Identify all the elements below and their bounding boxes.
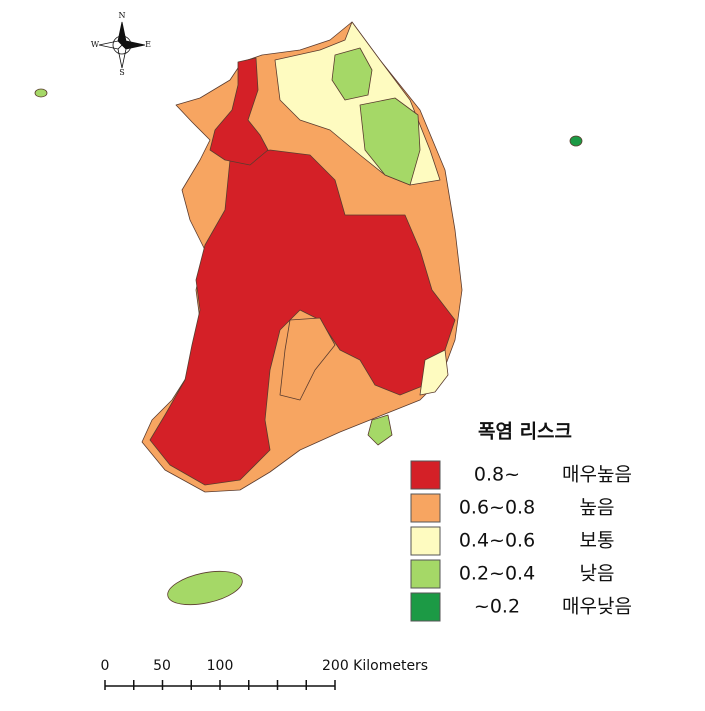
high-risk-region bbox=[149, 149, 456, 486]
compass-south: S bbox=[119, 68, 124, 77]
legend-label: 매우높음 bbox=[562, 464, 632, 486]
scale-label: 0 bbox=[101, 658, 110, 674]
map bbox=[34, 21, 583, 606]
high-risk-region bbox=[209, 57, 269, 166]
legend-range: 0.2~0.4 bbox=[459, 563, 535, 585]
scale-bar bbox=[104, 680, 336, 690]
legend-label: 높음 bbox=[580, 497, 615, 519]
compass-east: E bbox=[145, 40, 151, 49]
low-region bbox=[359, 97, 421, 186]
jeju-island bbox=[167, 570, 243, 606]
legend-swatch bbox=[410, 592, 441, 622]
legend-label: 매우낮음 bbox=[562, 596, 632, 618]
compass: N S E W bbox=[91, 11, 151, 77]
compass-west: W bbox=[91, 40, 100, 49]
legend-label: 낮음 bbox=[580, 563, 615, 585]
legend-title: 폭염 리스크 bbox=[478, 421, 572, 443]
scale-label: 50 bbox=[153, 658, 171, 674]
moderate-high-region bbox=[279, 317, 336, 401]
legend-swatch bbox=[410, 460, 441, 490]
legend-range: ~0.2 bbox=[474, 596, 520, 618]
islet bbox=[34, 88, 48, 98]
scale-label: 200 Kilometers bbox=[322, 658, 428, 674]
low-region bbox=[367, 414, 393, 446]
legend-range: 0.4~0.6 bbox=[459, 530, 535, 552]
legend-label: 보통 bbox=[580, 530, 615, 552]
ulleung-island bbox=[569, 135, 583, 147]
compass-north: N bbox=[119, 11, 126, 20]
legend-swatch bbox=[410, 526, 441, 556]
legend: 0.8~ 매우높음 0.6~0.8 높음 0.4~0.6 보통 0.2~0.4 낮음 ~0.2 매… bbox=[410, 460, 632, 622]
low-region bbox=[331, 47, 373, 101]
moderate-region bbox=[419, 349, 449, 396]
scale-label: 100 bbox=[207, 658, 234, 674]
legend-range: 0.8~ bbox=[474, 464, 520, 486]
legend-range: 0.6~0.8 bbox=[459, 497, 535, 519]
legend-swatch bbox=[410, 493, 441, 523]
legend-swatch bbox=[410, 559, 441, 589]
